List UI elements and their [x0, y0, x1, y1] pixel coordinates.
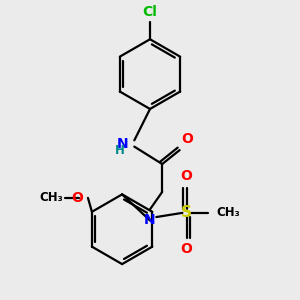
Text: H: H [115, 144, 124, 157]
Text: S: S [181, 206, 192, 220]
Text: O: O [181, 169, 193, 183]
Text: Cl: Cl [142, 5, 158, 19]
Text: N: N [116, 137, 128, 151]
Text: O: O [181, 242, 193, 256]
Text: O: O [71, 191, 83, 205]
Text: O: O [182, 132, 193, 146]
Text: CH₃: CH₃ [39, 191, 63, 204]
Text: N: N [144, 213, 156, 227]
Text: CH₃: CH₃ [216, 206, 240, 219]
